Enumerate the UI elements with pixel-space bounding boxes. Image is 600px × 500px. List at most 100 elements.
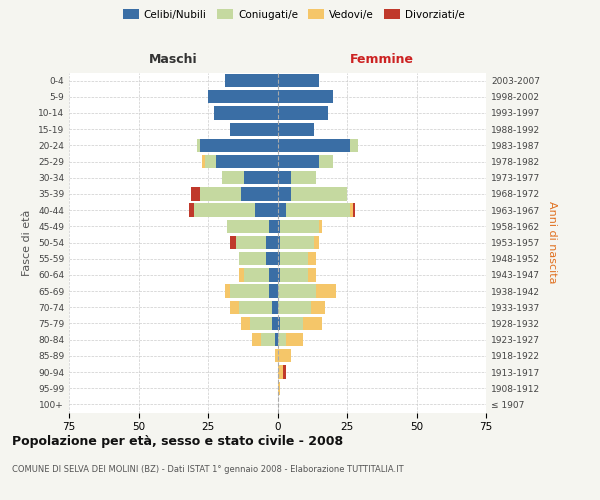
Bar bbox=[244, 171, 277, 184]
Bar bbox=[277, 138, 350, 152]
Bar bbox=[277, 138, 358, 152]
Bar bbox=[277, 171, 292, 184]
Bar bbox=[277, 317, 280, 330]
Bar bbox=[214, 106, 277, 120]
Bar bbox=[277, 90, 333, 104]
Bar bbox=[208, 90, 277, 104]
Bar bbox=[277, 300, 325, 314]
Bar bbox=[277, 138, 358, 152]
Bar bbox=[241, 317, 277, 330]
Bar bbox=[277, 188, 347, 200]
Bar bbox=[224, 284, 277, 298]
Bar bbox=[277, 252, 280, 266]
Bar bbox=[230, 122, 277, 136]
Bar bbox=[277, 333, 302, 346]
Bar bbox=[208, 90, 277, 104]
Bar bbox=[277, 349, 292, 362]
Bar bbox=[277, 90, 333, 104]
Bar bbox=[277, 366, 286, 378]
Bar bbox=[277, 74, 319, 87]
Bar bbox=[205, 155, 277, 168]
Bar bbox=[277, 366, 283, 378]
Bar bbox=[217, 155, 277, 168]
Bar bbox=[239, 252, 277, 266]
Bar bbox=[277, 252, 316, 266]
Bar bbox=[277, 171, 316, 184]
Bar bbox=[230, 122, 277, 136]
Bar bbox=[277, 284, 316, 298]
Bar bbox=[277, 300, 325, 314]
Bar bbox=[275, 333, 277, 346]
Bar bbox=[277, 188, 292, 200]
Bar bbox=[269, 268, 277, 281]
Bar bbox=[200, 188, 277, 200]
Bar bbox=[202, 155, 277, 168]
Bar bbox=[277, 106, 328, 120]
Bar bbox=[277, 236, 319, 249]
Bar bbox=[236, 236, 277, 249]
Bar bbox=[277, 171, 316, 184]
Bar bbox=[255, 204, 277, 217]
Bar bbox=[227, 220, 277, 233]
Bar bbox=[277, 284, 336, 298]
Bar bbox=[269, 284, 277, 298]
Bar bbox=[272, 300, 277, 314]
Bar bbox=[277, 317, 302, 330]
Bar bbox=[277, 236, 280, 249]
Bar bbox=[253, 333, 277, 346]
Bar bbox=[277, 138, 358, 152]
Bar bbox=[266, 236, 277, 249]
Bar bbox=[277, 300, 311, 314]
Bar bbox=[277, 122, 314, 136]
Bar bbox=[230, 300, 277, 314]
Bar bbox=[191, 188, 277, 200]
Bar bbox=[275, 349, 277, 362]
Bar bbox=[277, 236, 319, 249]
Bar bbox=[277, 188, 347, 200]
Bar bbox=[230, 236, 277, 249]
Bar bbox=[236, 236, 277, 249]
Bar bbox=[277, 220, 280, 233]
Bar bbox=[277, 106, 328, 120]
Bar bbox=[227, 220, 277, 233]
Bar bbox=[277, 155, 333, 168]
Bar bbox=[261, 333, 277, 346]
Bar bbox=[214, 106, 277, 120]
Bar bbox=[277, 349, 292, 362]
Bar bbox=[277, 90, 333, 104]
Bar bbox=[277, 171, 316, 184]
Bar bbox=[277, 74, 319, 87]
Bar bbox=[230, 300, 277, 314]
Bar bbox=[277, 106, 328, 120]
Bar bbox=[277, 236, 314, 249]
Bar bbox=[269, 220, 277, 233]
Bar bbox=[197, 138, 277, 152]
Text: Femmine: Femmine bbox=[350, 52, 414, 66]
Bar bbox=[239, 300, 277, 314]
Bar bbox=[214, 106, 277, 120]
Bar bbox=[277, 155, 333, 168]
Bar bbox=[277, 333, 286, 346]
Bar bbox=[277, 268, 308, 281]
Bar bbox=[277, 90, 333, 104]
Legend: Celibi/Nubili, Coniugati/e, Vedovi/e, Divorziati/e: Celibi/Nubili, Coniugati/e, Vedovi/e, Di… bbox=[119, 5, 469, 24]
Bar bbox=[241, 317, 277, 330]
Bar bbox=[230, 284, 277, 298]
Bar bbox=[277, 220, 322, 233]
Bar bbox=[188, 204, 277, 217]
Bar bbox=[208, 90, 277, 104]
Bar bbox=[239, 252, 277, 266]
Bar bbox=[241, 188, 277, 200]
Bar bbox=[277, 204, 355, 217]
Bar bbox=[277, 122, 314, 136]
Text: COMUNE DI SELVA DEI MOLINI (BZ) - Dati ISTAT 1° gennaio 2008 - Elaborazione TUTT: COMUNE DI SELVA DEI MOLINI (BZ) - Dati I… bbox=[12, 465, 404, 474]
Bar bbox=[222, 171, 277, 184]
Bar bbox=[277, 74, 319, 87]
Bar bbox=[230, 122, 277, 136]
Bar bbox=[200, 188, 277, 200]
Bar bbox=[277, 204, 286, 217]
Bar bbox=[200, 138, 277, 152]
Bar bbox=[277, 155, 333, 168]
Bar bbox=[224, 284, 277, 298]
Bar bbox=[277, 268, 280, 281]
